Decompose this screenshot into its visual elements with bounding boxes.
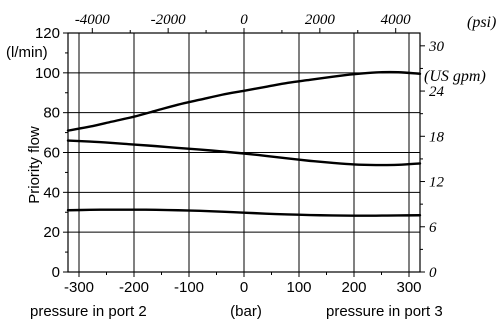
x-bottom-tick-label: 200	[341, 279, 366, 296]
x-axis-top-tick-labels: -4000 -2000 0 2000 4000	[75, 12, 411, 28]
y-right-tick-label: 24	[429, 84, 445, 100]
x-label-port3: pressure in port 3	[326, 303, 443, 320]
x-bottom-tick-label: -300	[64, 279, 94, 296]
y-left-tick-label: 120	[35, 25, 60, 42]
y-left-tick-label: 0	[52, 264, 60, 281]
x-bottom-tick-label: 100	[286, 279, 311, 296]
y-right-tick-label: 18	[429, 129, 445, 145]
x-top-tick-label: 0	[240, 12, 248, 28]
y-axis-label: Priority flow	[26, 126, 43, 204]
y-left-tick-label: 60	[43, 145, 60, 162]
series-line-1	[66, 70, 422, 132]
x-top-tick-label: -2000	[151, 12, 186, 28]
x-bottom-tick-label: 0	[240, 279, 248, 296]
axis-ticks	[63, 28, 425, 277]
x-top-tick-label: -4000	[75, 12, 110, 28]
y-left-tick-label: 80	[43, 105, 60, 122]
y-axis-left-tick-labels: 0 20 40 60 80 100 120	[35, 25, 60, 281]
series-line-2	[66, 139, 422, 167]
right-axis-unit: (US gpm)	[424, 68, 486, 85]
y-right-tick-label: 0	[429, 265, 437, 281]
x-top-tick-label: 4000	[381, 12, 412, 28]
x-label-port2: pressure in port 2	[30, 303, 147, 320]
x-bottom-tick-label: 300	[396, 279, 421, 296]
y-right-tick-label: 12	[429, 175, 445, 191]
x-bottom-tick-label: -100	[174, 279, 204, 296]
y-right-tick-label: 30	[428, 39, 445, 55]
x-label-unit: (bar)	[230, 303, 262, 320]
x-axis-bottom-tick-labels: -300 -200 -100 0 100 200 300	[64, 279, 422, 296]
series-group	[66, 70, 422, 217]
y-right-tick-label: 6	[429, 220, 437, 236]
series-line-3	[66, 208, 422, 217]
left-axis-unit: (l/min)	[6, 44, 48, 61]
y-left-tick-label: 20	[43, 224, 60, 241]
grid	[68, 33, 420, 272]
x-bottom-tick-label: -200	[119, 279, 149, 296]
y-axis-right-tick-labels: 0 6 12 18 24 30	[428, 39, 445, 281]
y-left-tick-label: 100	[35, 65, 60, 82]
top-axis-unit: (psi)	[467, 14, 496, 31]
y-left-tick-label: 40	[43, 184, 60, 201]
x-top-tick-label: 2000	[305, 12, 336, 28]
